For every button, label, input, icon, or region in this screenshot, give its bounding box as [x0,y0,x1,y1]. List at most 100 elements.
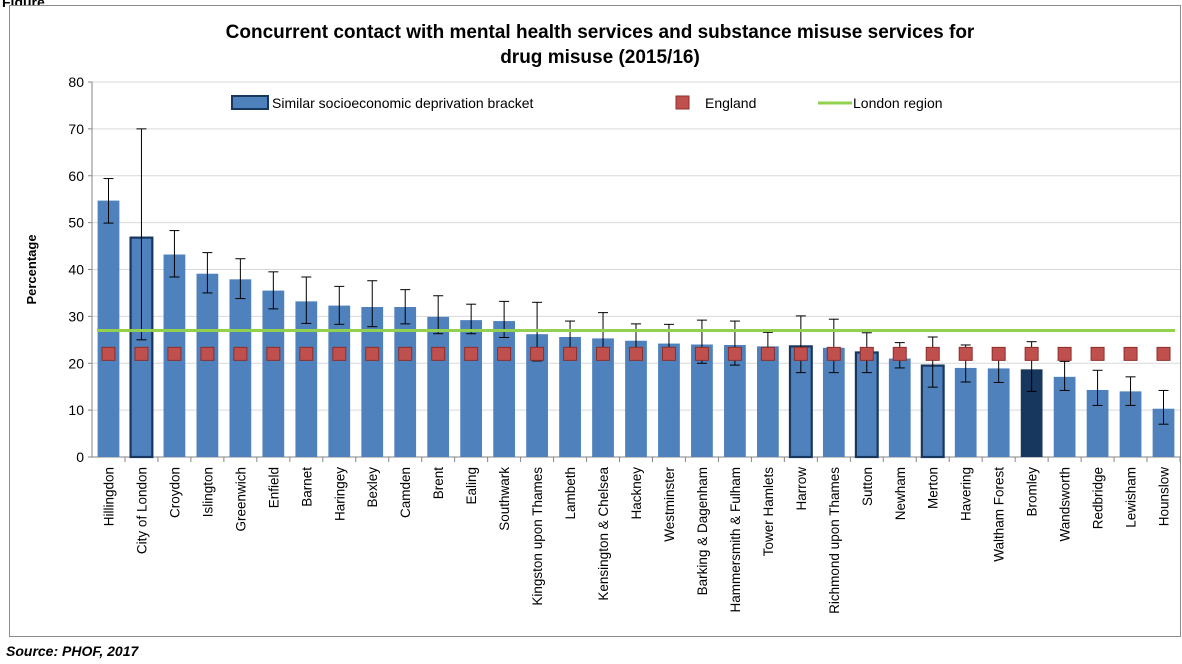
y-tick-label: 40 [68,262,84,278]
legend-swatch-england [675,95,690,110]
x-tick-label: Brent [431,467,446,500]
bar-haringey [328,305,351,457]
bar-newham [888,358,911,457]
bar-southwark [493,321,516,457]
england-marker [530,346,545,361]
x-tick-label: Southwark [497,467,512,531]
x-tick-label: Havering [959,467,974,521]
x-tick-label: Redbridge [1091,467,1106,529]
england-marker [958,346,973,361]
england-marker [793,346,808,361]
x-tick-label: Greenwich [233,467,248,532]
england-marker [365,346,380,361]
england-markers [101,346,1171,361]
england-marker [1090,346,1105,361]
bar-barking-dagenham [691,344,713,457]
bar-camden [394,307,417,457]
x-tick-label: Barnet [299,467,314,507]
legend-label-similar: Similar socioeconomic deprivation bracke… [272,95,534,111]
bar-enfield [262,290,285,457]
bar-wandsworth [1053,376,1076,457]
england-marker [596,346,611,361]
england-marker [1024,346,1039,361]
bar-barnet [295,301,318,457]
x-tick-label: Kingston upon Thames [530,467,545,606]
x-tick-label: Sutton [860,467,875,506]
bar-hackney [625,340,647,457]
x-tick-label: Hackney [629,467,644,520]
england-marker [760,346,775,361]
england-marker [464,346,479,361]
bar-kingston-upon-thames [526,334,548,457]
england-marker [431,346,446,361]
legend-label-london: London region [853,95,943,111]
x-tick-label: Waltham Forest [992,467,1007,562]
x-tick-label: Bromley [1025,467,1040,517]
england-marker [694,346,709,361]
y-tick-label: 30 [68,308,84,324]
chart-title: Concurrent contact with mental health se… [226,22,975,68]
x-tick-label: Croydon [167,467,182,518]
bar-havering [954,367,977,457]
bar-redbridge [1086,389,1109,457]
bar-ealing [460,320,483,457]
error-bars [103,128,1169,425]
bar-westminster [658,343,680,457]
england-marker [991,346,1006,361]
bar-hammersmith-fulham [724,344,746,457]
y-tick-label: 80 [68,74,84,90]
y-tick-label: 0 [76,449,84,465]
x-tick-label: Harrow [794,467,809,511]
y-tick-label: 70 [68,121,84,137]
england-marker [167,346,182,361]
bar-bromley [1020,369,1043,457]
x-tick-label: Westminster [662,466,677,541]
england-marker [233,346,248,361]
bar-brent [427,316,450,457]
bar-richmond-upon-thames [822,347,845,457]
england-marker [1057,346,1072,361]
x-tick-label: Lewisham [1124,467,1139,528]
england-marker [859,346,874,361]
chart-title-line-2: drug misuse (2015/16) [500,47,700,68]
y-tick-label: 10 [68,402,84,418]
bar-hillingdon [97,200,120,457]
bar-lewisham [1119,391,1142,457]
legend: Similar socioeconomic deprivation bracke… [231,95,943,111]
legend-label-england: England [705,95,756,111]
england-marker [629,346,643,361]
x-tick-label: Merton [926,467,941,509]
bar-greenwich [229,279,252,457]
england-marker [727,346,742,361]
england-marker [398,346,413,361]
england-marker [1123,346,1138,361]
x-tick-label: Lambeth [563,467,578,520]
x-tick-label: Ealing [464,467,479,505]
england-marker [299,346,314,361]
x-tick-label: Barking & Dagenham [695,467,710,595]
england-marker [332,346,347,361]
y-tick-label: 50 [68,215,84,231]
england-marker [563,346,578,361]
bar-bexley [361,307,384,457]
bar-kensington-chelsea [592,338,614,457]
x-tick-label: Hillingdon [101,467,116,526]
legend-swatch-similar [231,95,269,110]
england-marker [134,346,149,361]
england-marker [661,346,676,361]
x-tick-label: City of London [134,467,149,554]
x-tick-label: Hammersmith & Fulham [728,467,743,613]
source-note: Source: PHOF, 2017 [6,643,139,659]
bar-waltham-forest [987,368,1010,457]
x-tick-label: Haringey [332,467,347,521]
y-axis-label: Percentage [24,234,39,304]
england-marker [892,346,907,361]
england-marker [200,346,215,361]
england-marker [1156,346,1171,361]
bar-hounslow [1152,408,1175,457]
bar-tower-hamlets [756,346,779,457]
x-tick-label: Islington [200,467,215,517]
y-tick-label: 20 [68,355,84,371]
chart-title-line-1: Concurrent contact with mental health se… [226,22,975,43]
